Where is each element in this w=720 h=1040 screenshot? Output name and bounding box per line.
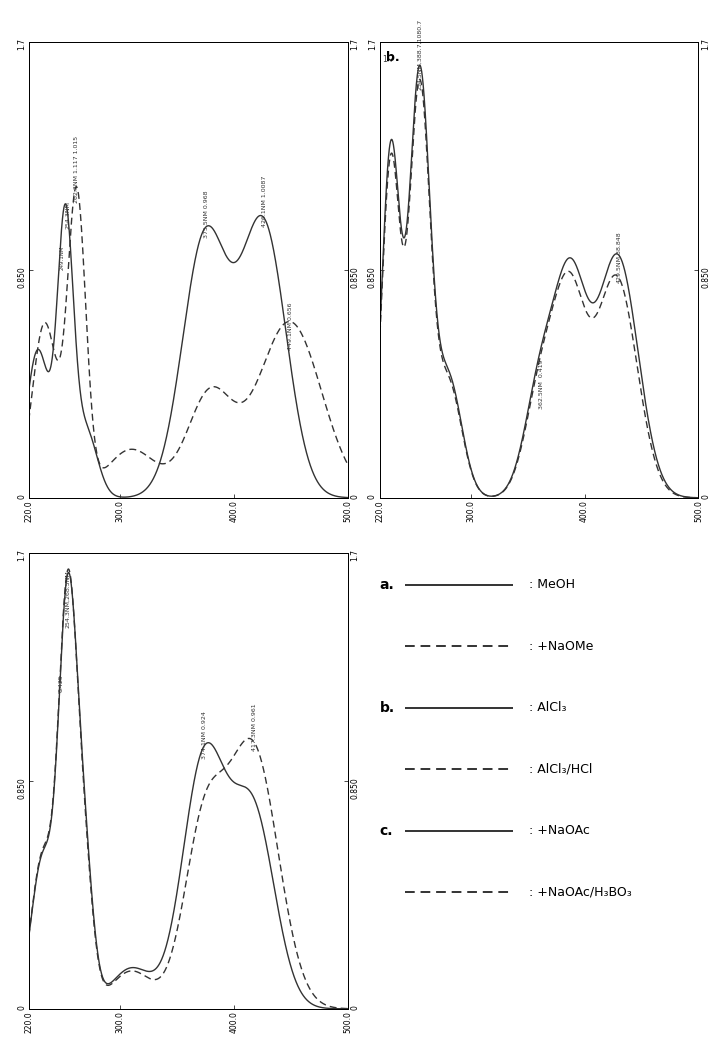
- Text: : AlCl₃/HCl: : AlCl₃/HCl: [529, 762, 593, 776]
- Text: : MeOH: : MeOH: [529, 578, 575, 591]
- Text: 262.3NM 1.117 1.015: 262.3NM 1.117 1.015: [74, 135, 79, 203]
- Text: 426.1NM 1.0087: 426.1NM 1.0087: [262, 176, 267, 227]
- Text: b.: b.: [379, 701, 395, 714]
- Text: 254.3NM: 254.3NM: [65, 202, 70, 230]
- Text: b.: b.: [386, 51, 400, 63]
- Text: 249.1NM: 249.1NM: [59, 245, 64, 269]
- Text: 362.5NM  0.419: 362.5NM 0.419: [539, 360, 544, 410]
- Text: 254.3NM,268.5NM: 254.3NM,268.5NM: [65, 570, 70, 628]
- Text: 374.1NM 0.924: 374.1NM 0.924: [202, 711, 207, 759]
- Text: : +NaOMe: : +NaOMe: [529, 640, 594, 653]
- Text: a.: a.: [379, 577, 395, 592]
- Text: c.: c.: [379, 824, 393, 838]
- Text: 417.3NM 0.961: 417.3NM 0.961: [252, 703, 257, 751]
- Text: : +NaOAc/H₃BO₃: : +NaOAc/H₃BO₃: [529, 886, 632, 899]
- Text: : +NaOAc: : +NaOAc: [529, 825, 590, 837]
- Text: 1.7: 1.7: [382, 55, 394, 64]
- Text: : AlCl₃: : AlCl₃: [529, 701, 567, 714]
- Text: 449.1NM 0.656: 449.1NM 0.656: [288, 303, 293, 350]
- Text: 254.5NM,388.7,1080.7: 254.5NM,388.7,1080.7: [417, 19, 422, 89]
- Text: 375.5NM 0.968: 375.5NM 0.968: [204, 190, 209, 237]
- Text: 0.425: 0.425: [58, 674, 63, 693]
- Text: 429.5NM,38.848: 429.5NM,38.848: [616, 232, 621, 283]
